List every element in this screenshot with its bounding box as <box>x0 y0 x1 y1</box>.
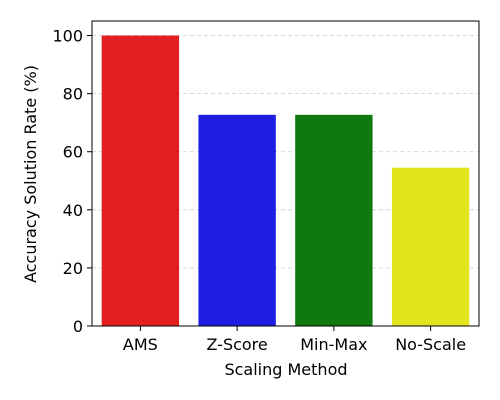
y-tick-label: 60 <box>63 143 83 162</box>
x-tick-label: AMS <box>123 335 158 354</box>
y-tick-label: 20 <box>63 259 83 278</box>
x-tick-label: No-Scale <box>395 335 466 354</box>
y-tick-label: 40 <box>63 201 83 220</box>
y-axis-label: Accuracy Solution Rate (%) <box>21 65 40 283</box>
bar <box>391 167 470 326</box>
x-tick-label: Min-Max <box>300 335 367 354</box>
bar <box>295 114 373 326</box>
plot-frame <box>91 20 480 327</box>
bar <box>101 35 180 327</box>
x-tick-label: Z-Score <box>206 335 267 354</box>
y-tick-label: 100 <box>52 27 83 46</box>
bar <box>198 114 276 326</box>
y-tick-label: 80 <box>63 85 83 104</box>
x-axis-label: Scaling Method <box>224 360 347 379</box>
y-tick-label: 0 <box>73 317 83 336</box>
